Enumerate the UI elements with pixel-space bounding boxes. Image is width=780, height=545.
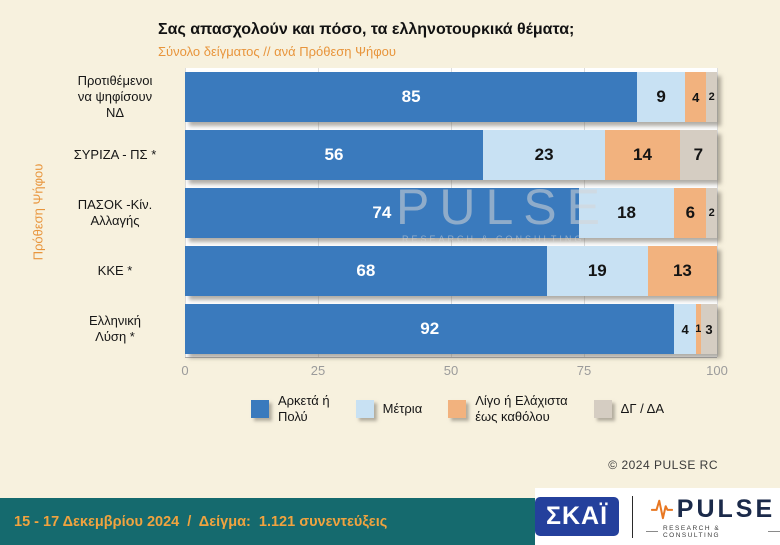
bar-rows: Προτιθέμενοι να ψηφίσουν ΝΔ 85 9 4 2 ΣΥΡΙΖΑ - Π… [50, 68, 717, 358]
bar-value-label: 1 [695, 323, 702, 335]
footer-strip: 15 - 17 Δεκεμβρίου 2024 / Δείγμα: 1.121 … [0, 498, 535, 545]
pulse-waveform-icon [650, 499, 673, 520]
pulse-logo-top: PULSE [650, 494, 776, 524]
category-label: Ελληνική Λύση * [88, 313, 142, 344]
bar-segment: 6 [674, 188, 707, 238]
category-label: ΚΚΕ * [97, 263, 133, 279]
legend-label: Μέτρια [382, 400, 423, 416]
x-tick-label: 100 [706, 363, 728, 378]
bar-value-label: 4 [692, 89, 700, 105]
x-tick-label: 50 [443, 363, 459, 378]
legend-label: Λίγο ή Ελάχιστα έως καθόλου [475, 393, 568, 424]
bar-segment: 56 [185, 130, 483, 180]
category-label: Προτιθέμενοι να ψηφίσουν ΝΔ [77, 73, 153, 120]
bar-segment: 14 [605, 130, 680, 180]
legend-label: ΔΓ / ΔΑ [620, 400, 664, 416]
bar-row: Ελληνική Λύση * 92 4 1 3 [50, 300, 717, 358]
chart-title: Σας απασχολούν και πόσο, τα ελληνοτουρκι… [158, 21, 575, 38]
x-tick-label: 0 [181, 363, 189, 378]
category-label: ΣΥΡΙΖΑ - ΠΣ * [73, 147, 157, 163]
pulse-logo: PULSE RESEARCH & CONSULTING [646, 495, 780, 539]
bar-value-label: 13 [672, 261, 692, 280]
bar-segment: 2 [706, 72, 717, 122]
legend-item: Αρκετά ή Πολύ [250, 393, 330, 424]
survey-info-text: 15 - 17 Δεκεμβρίου 2024 / Δείγμα: 1.121 … [14, 513, 388, 530]
legend-swatch [593, 399, 612, 418]
legend-item: Λίγο ή Ελάχιστα έως καθόλου [448, 393, 568, 424]
gridline [717, 68, 718, 357]
chart-subtitle: Σύνολο δείγματος // ανά Πρόθεση Ψήφου [158, 44, 396, 59]
bar-value-label: 9 [656, 87, 666, 106]
bar-segment: 68 [185, 246, 547, 296]
bar-value-label: 3 [705, 321, 713, 337]
bar-segment: 1 [695, 304, 702, 354]
logo-area: ΣΚΑΪ PULSE RESEARCH & CONSULTING [535, 488, 780, 545]
bar-segment: 18 [578, 188, 675, 238]
bar-segment: 19 [546, 246, 648, 296]
bar-segment: 7 [679, 130, 717, 180]
bar-row: ΣΥΡΙΖΑ - ΠΣ * 56 23 14 7 [50, 126, 717, 184]
bar-segment: 4 [685, 72, 707, 122]
x-axis-ticks: 0 25 50 75 100 [181, 363, 727, 379]
bar-value-label: 56 [324, 145, 344, 164]
legend-item: ΔΓ / ΔΑ [593, 399, 664, 418]
bar-stack: 56 23 14 7 [185, 130, 717, 180]
x-tick-label: 25 [310, 363, 326, 378]
category-label: ΠΑΣΟΚ -Κίν. Αλλαγής [77, 197, 153, 228]
bar-value-label: 68 [356, 261, 376, 280]
bar-segment: 13 [647, 246, 717, 296]
bar-value-label: 14 [633, 145, 652, 164]
bar-segment: 9 [637, 72, 686, 122]
y-axis-label: Πρόθεση Ψήφου [30, 163, 46, 261]
bar-value-label: 4 [681, 321, 689, 337]
bar-row: Προτιθέμενοι να ψηφίσουν ΝΔ 85 9 4 2 [50, 68, 717, 126]
legend-swatch [355, 399, 374, 418]
legend-item: Μέτρια [355, 399, 423, 418]
bar-segment: 4 [674, 304, 696, 354]
bar-segment: 74 [185, 188, 579, 238]
legend: Αρκετά ή Πολύ Μέτρια Λίγο ή Ελάχιστα έως καθ… [190, 393, 725, 424]
bar-stack: 68 19 13 [185, 246, 717, 296]
bar-value-label: 2 [708, 207, 715, 219]
bar-stack: 85 9 4 2 [185, 72, 717, 122]
bar-stack: 74 18 6 2 [185, 188, 717, 238]
bar-row: ΚΚΕ * 68 19 13 [50, 242, 717, 300]
bar-value-label: 23 [534, 145, 554, 164]
bar-value-label: 85 [401, 87, 421, 106]
bar-row: ΠΑΣΟΚ -Κίν. Αλλαγής 74 18 6 2 [50, 184, 717, 242]
pulse-logo-text: PULSE [676, 494, 776, 523]
bar-value-label: 92 [420, 319, 440, 338]
bar-value-label: 2 [708, 91, 715, 103]
bar-segment: 2 [706, 188, 717, 238]
skai-logo: ΣΚΑΪ [535, 497, 620, 536]
bar-value-label: 7 [693, 145, 704, 164]
skai-logo-text: ΣΚΑΪ [546, 502, 609, 530]
bar-value-label: 6 [685, 203, 696, 222]
bar-segment: 85 [185, 72, 638, 122]
logo-divider [632, 495, 633, 538]
copyright-note: © 2024 PULSE RC [608, 458, 718, 472]
bar-value-label: 18 [617, 203, 636, 222]
bar-segment: 23 [482, 130, 606, 180]
bar-segment: 92 [185, 304, 675, 354]
bar-segment: 3 [701, 304, 717, 354]
bar-stack: 92 4 1 3 [185, 304, 717, 354]
pulse-logo-tagline: RESEARCH & CONSULTING [646, 525, 780, 539]
bar-value-label: 74 [372, 203, 392, 222]
legend-swatch [448, 399, 467, 418]
x-tick-label: 75 [576, 363, 592, 378]
legend-swatch [250, 399, 269, 418]
bar-value-label: 19 [587, 261, 607, 280]
legend-label: Αρκετά ή Πολύ [277, 393, 330, 424]
